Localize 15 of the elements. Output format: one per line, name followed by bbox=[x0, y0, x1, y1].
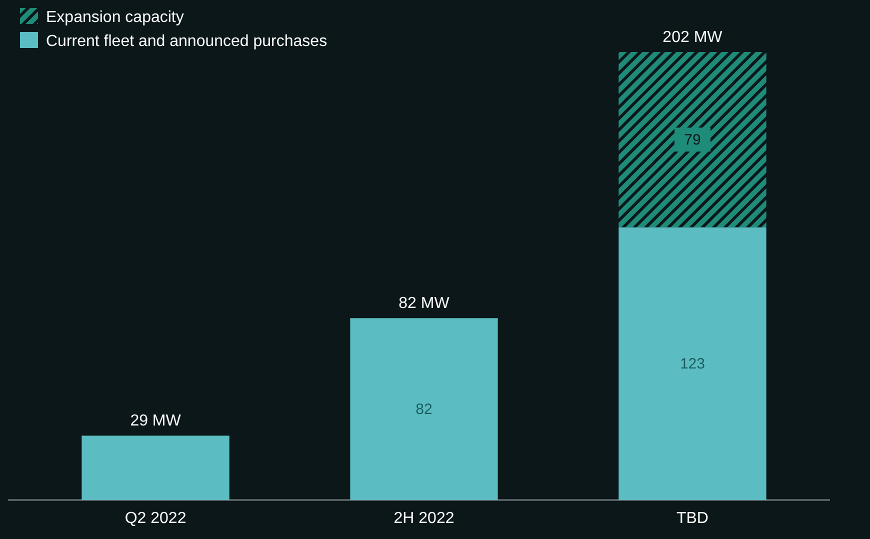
data-label: 123 bbox=[680, 356, 705, 373]
bar bbox=[618, 52, 766, 228]
total-label: 202 MW bbox=[662, 29, 724, 46]
legend-label: Current fleet and announced purchases bbox=[46, 33, 328, 50]
legend-label: Expansion capacity bbox=[46, 9, 184, 26]
x-tick-label: TBD bbox=[676, 510, 708, 527]
x-tick-label: Q2 2022 bbox=[124, 510, 186, 527]
x-tick-label: 2H 2022 bbox=[394, 510, 454, 527]
data-label: 79 bbox=[684, 132, 701, 149]
total-label: 29 MW bbox=[130, 412, 182, 430]
total-label: 82 MW bbox=[398, 295, 450, 312]
bar bbox=[82, 436, 230, 500]
bar bbox=[350, 318, 498, 500]
bar bbox=[618, 227, 766, 500]
data-label: 82 bbox=[416, 401, 432, 418]
